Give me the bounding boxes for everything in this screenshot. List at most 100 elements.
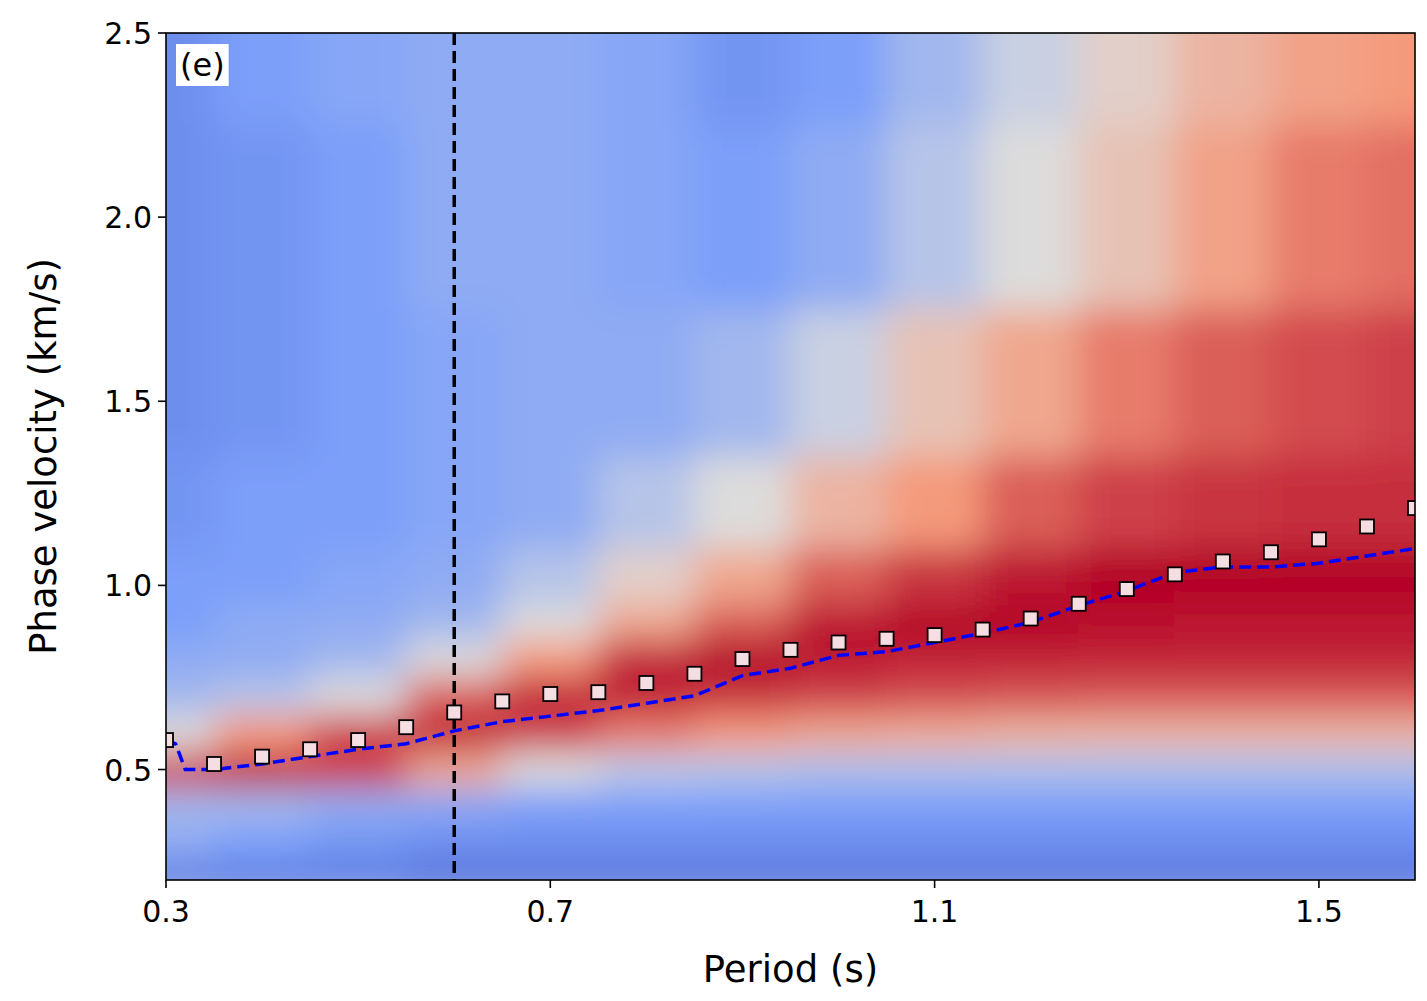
heatmap-cell	[502, 640, 599, 678]
heatmap-cell	[598, 824, 695, 862]
heatmap-cell	[502, 824, 599, 862]
heatmap-cell	[694, 640, 791, 678]
dispersion-curve	[166, 549, 1415, 770]
heatmap-cell	[598, 640, 695, 678]
heatmap-cell	[502, 787, 599, 825]
point	[1120, 582, 1134, 596]
heatmap-cell	[982, 787, 1079, 825]
heatmap-cell	[502, 456, 599, 549]
chart: 0.30.71.11.50.51.01.52.02.5Period (s)Pha…	[0, 0, 1427, 1001]
heatmap-cell	[502, 548, 599, 604]
heatmap-cell	[886, 861, 983, 880]
heatmap-cell	[166, 824, 215, 862]
heatmap-cell	[310, 861, 407, 880]
heatmap-cell	[1174, 751, 1271, 789]
heatmap-cell	[1366, 603, 1415, 641]
heatmap-cell	[1078, 751, 1175, 789]
heatmap-cell	[694, 456, 791, 549]
heatmap-cell	[886, 548, 983, 604]
heatmap-cell	[790, 548, 887, 604]
heatmap-cell	[598, 309, 695, 457]
heatmap-cell	[598, 548, 695, 604]
heatmap-cell	[166, 603, 215, 641]
heatmap-cell	[886, 125, 983, 310]
heatmap-cell	[598, 456, 695, 549]
heatmap-cell	[982, 309, 1079, 457]
point	[1216, 554, 1230, 568]
heatmap-cell	[1174, 677, 1271, 715]
heatmap-cell	[310, 640, 407, 678]
panel-label: (e)	[180, 46, 225, 84]
point	[639, 676, 653, 690]
y-tick	[158, 400, 166, 402]
x-tick-label: 1.5	[1295, 894, 1343, 929]
heatmap-cell	[694, 861, 791, 880]
heatmap-cell	[694, 787, 791, 825]
heatmap-cell	[1078, 677, 1175, 715]
point	[543, 687, 557, 701]
x-tick-label: 1.1	[911, 894, 959, 929]
heatmap-cell	[1078, 714, 1175, 752]
heatmap-cell	[886, 677, 983, 715]
heatmap-cell	[886, 714, 983, 752]
heatmap-cell	[790, 861, 887, 880]
heatmap-cell	[1078, 309, 1175, 457]
heatmap-cell	[1270, 640, 1367, 678]
heatmap-cell	[166, 640, 215, 678]
heatmap-cell	[886, 309, 983, 457]
heatmap-cell	[1366, 33, 1415, 126]
heatmap-cell	[1366, 456, 1415, 549]
heatmap	[166, 33, 1415, 880]
y-tick-label: 1.0	[104, 568, 152, 603]
heatmap-cell	[502, 125, 599, 310]
heatmap-cell	[1174, 714, 1271, 752]
heatmap-cell	[598, 125, 695, 310]
heatmap-cell	[1270, 603, 1367, 641]
point	[399, 720, 413, 734]
heatmap-cell	[790, 677, 887, 715]
heatmap-cell	[1366, 125, 1415, 310]
heatmap-cell	[1366, 714, 1415, 752]
heatmap-cell	[1366, 787, 1415, 825]
heatmap-cell	[598, 787, 695, 825]
panel-label-box	[176, 44, 229, 86]
y-tick	[158, 32, 166, 34]
heatmap-cell	[214, 603, 311, 641]
point	[495, 694, 509, 708]
heatmap-cell	[214, 548, 311, 604]
heatmap-cell	[1366, 861, 1415, 880]
heatmap-cell	[1366, 309, 1415, 457]
heatmap-cell	[790, 125, 887, 310]
heatmap-cell	[982, 456, 1079, 549]
heatmap-cell	[1078, 456, 1175, 549]
heatmap-cell	[214, 787, 311, 825]
y-tick-label: 0.5	[104, 753, 152, 788]
heatmap-cell	[214, 309, 311, 457]
heatmap-cell	[214, 456, 311, 549]
heatmap-cell	[1174, 603, 1271, 641]
heatmap-cell	[598, 33, 695, 126]
heatmap-cell	[1078, 640, 1175, 678]
heatmap-cell	[310, 309, 407, 457]
point	[928, 628, 942, 642]
heatmap-cell	[790, 309, 887, 457]
point	[166, 733, 173, 747]
point	[1024, 612, 1038, 626]
heatmap-cell	[694, 309, 791, 457]
heatmap-cell	[310, 125, 407, 310]
x-axis-title: Period (s)	[703, 948, 878, 991]
heatmap-cell	[790, 714, 887, 752]
y-tick	[158, 585, 166, 587]
heatmap-cell	[1270, 456, 1367, 549]
heatmap-cell	[214, 125, 311, 310]
point	[1312, 532, 1326, 546]
heatmap-cell	[694, 548, 791, 604]
x-tick	[934, 880, 936, 888]
y-axis-title: Phase velocity (km/s)	[22, 258, 65, 655]
heatmap-cell	[982, 751, 1079, 789]
point	[880, 632, 894, 646]
heatmap-cell	[1270, 309, 1367, 457]
point	[976, 623, 990, 637]
heatmap-cell	[790, 456, 887, 549]
heatmap-cell	[310, 603, 407, 641]
